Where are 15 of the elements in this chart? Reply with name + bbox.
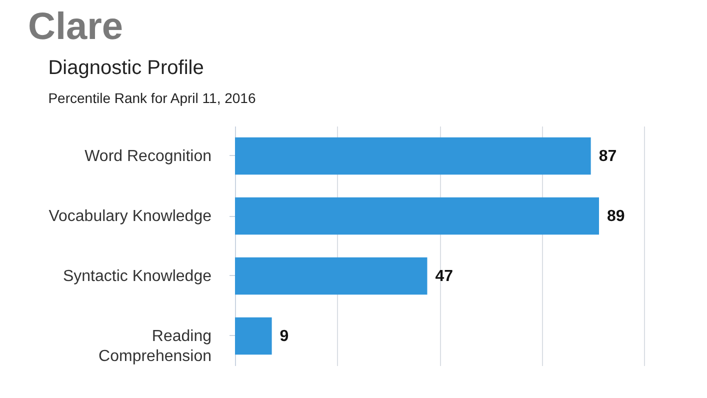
data-label: 9 [280, 328, 289, 345]
bar [235, 197, 600, 235]
y-tick-label: Reading Comprehension [98, 328, 212, 365]
bar [235, 257, 428, 295]
data-label: 87 [598, 148, 617, 165]
bar [235, 317, 272, 355]
y-tick-label: Word Recognition [84, 148, 212, 165]
data-label: 89 [607, 208, 625, 225]
chart-subtitle: Diagnostic Profile [48, 57, 204, 79]
bar [235, 137, 591, 175]
y-tick-label: Syntactic Knowledge [62, 268, 212, 285]
chart-title: Clare [28, 6, 124, 49]
text: Percentile Rank for April 11, 2016 [48, 90, 256, 106]
y-tick-label: Vocabulary Knowledge [48, 208, 212, 225]
data-label: 47 [435, 268, 454, 285]
